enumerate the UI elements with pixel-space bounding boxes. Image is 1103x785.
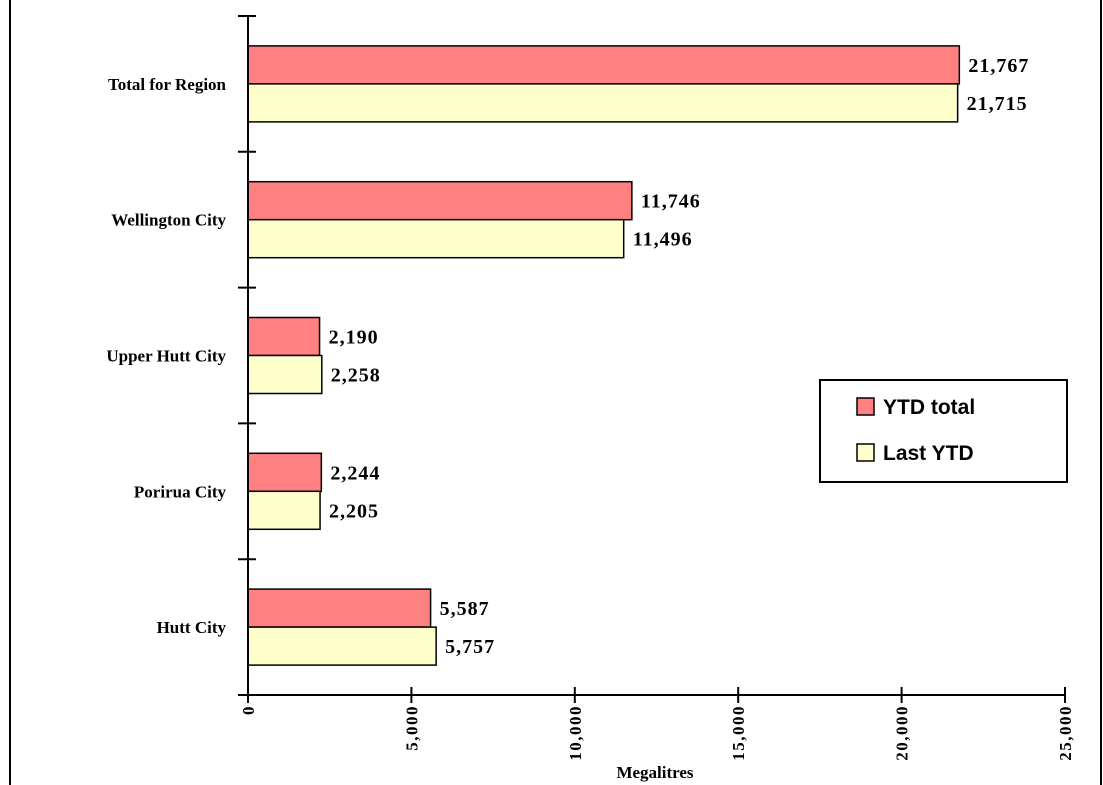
legend-swatch [856,397,875,416]
x-tick-label: 25,000 [1056,705,1075,761]
data-label: 5,757 [445,636,495,658]
legend: YTD total Last YTD [819,379,1068,483]
data-label: 2,190 [329,327,379,349]
data-label: 2,258 [331,365,381,387]
data-label: 21,767 [968,55,1029,77]
bar-last-ytd [247,490,321,531]
x-tick-label: 5,000 [402,705,421,751]
data-label: 21,715 [967,93,1028,115]
x-tick-label: 15,000 [729,705,748,761]
bar-ytd-total [247,45,961,85]
axes: Total for Region Wellington City Upper Hut… [106,15,1075,761]
legend-label: YTD total [883,396,975,419]
bars: 21,767 21,715 11,746 11,496 2,190 2,258 2,244 2… [247,45,1029,666]
bar-last-ytd [247,626,437,666]
data-label: 11,496 [633,229,693,251]
legend-swatch [856,443,875,462]
data-label: 2,244 [330,462,380,484]
legend-box [819,379,1068,483]
category-label: Total for Region [108,75,227,94]
bar-ytd-total [247,180,633,221]
x-tick-label: 10,000 [566,705,585,761]
category-label: Upper Hutt City [106,347,226,366]
bar-last-ytd [247,218,625,259]
x-tick-label: 0 [239,705,258,715]
bar-ytd-total [247,316,321,357]
bar-ytd-total [247,452,323,493]
category-label: Hutt City [157,618,227,637]
bar-ytd-total [247,588,432,628]
category-label: Wellington City [111,211,226,230]
data-label: 5,587 [440,598,490,620]
x-tick-label: 20,000 [893,705,912,761]
category-label: Porirua City [134,482,227,501]
data-label: 11,746 [641,191,701,213]
bar-last-ytd [247,354,323,395]
data-label: 2,205 [329,500,379,522]
x-axis-title: Megalitres [616,763,693,782]
legend-label: Last YTD [883,442,974,465]
bar-last-ytd [247,83,959,123]
